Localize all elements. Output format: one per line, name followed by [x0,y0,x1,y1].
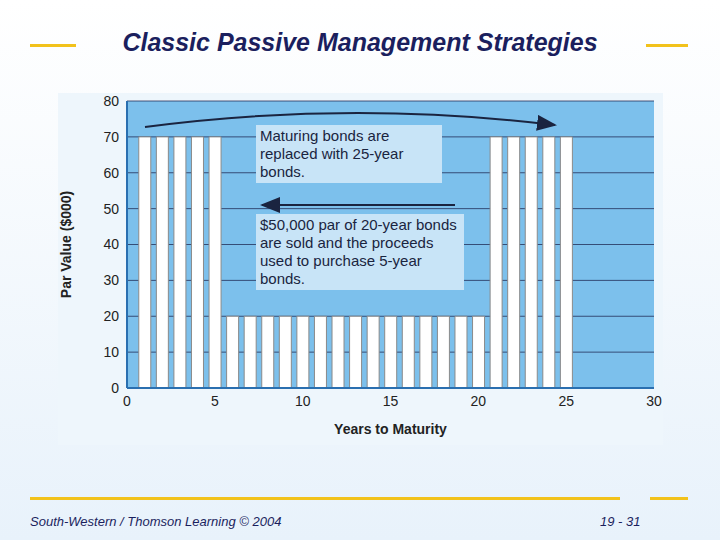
svg-text:5: 5 [211,393,219,409]
svg-text:0: 0 [123,393,131,409]
svg-text:25: 25 [558,393,574,409]
svg-text:20: 20 [471,393,487,409]
svg-text:60: 60 [103,165,119,181]
html-text:$50,000 par of 20-year bonds a: $50,000 par of 20-year bonds are sold an… [260,216,457,287]
svg-text:70: 70 [103,129,119,145]
svg-text:Years to Maturity: Years to Maturity [334,421,447,437]
html-text:South-Western / Thomson Learni: South-Western / Thomson Learning © 2004 [30,514,282,529]
svg-text:15: 15 [383,393,399,409]
svg-text:10: 10 [295,393,311,409]
svg-text:20: 20 [103,308,119,324]
html-text:19 - 31: 19 - 31 [600,514,641,529]
svg-text:80: 80 [103,93,119,109]
svg-text:50: 50 [103,201,119,217]
svg-text:40: 40 [103,236,119,252]
html-text:Classic Passive Management Str: Classic Passive Management Strategies [122,28,598,56]
svg-text:0: 0 [111,380,119,396]
svg-text:10: 10 [103,344,119,360]
svg-text:Par Value ($000): Par Value ($000) [58,191,74,298]
svg-text:30: 30 [103,272,119,288]
html-text:Maturing bonds are replaced wi: Maturing bonds are replaced with 25-year… [260,127,404,180]
svg-text:30: 30 [646,393,662,409]
